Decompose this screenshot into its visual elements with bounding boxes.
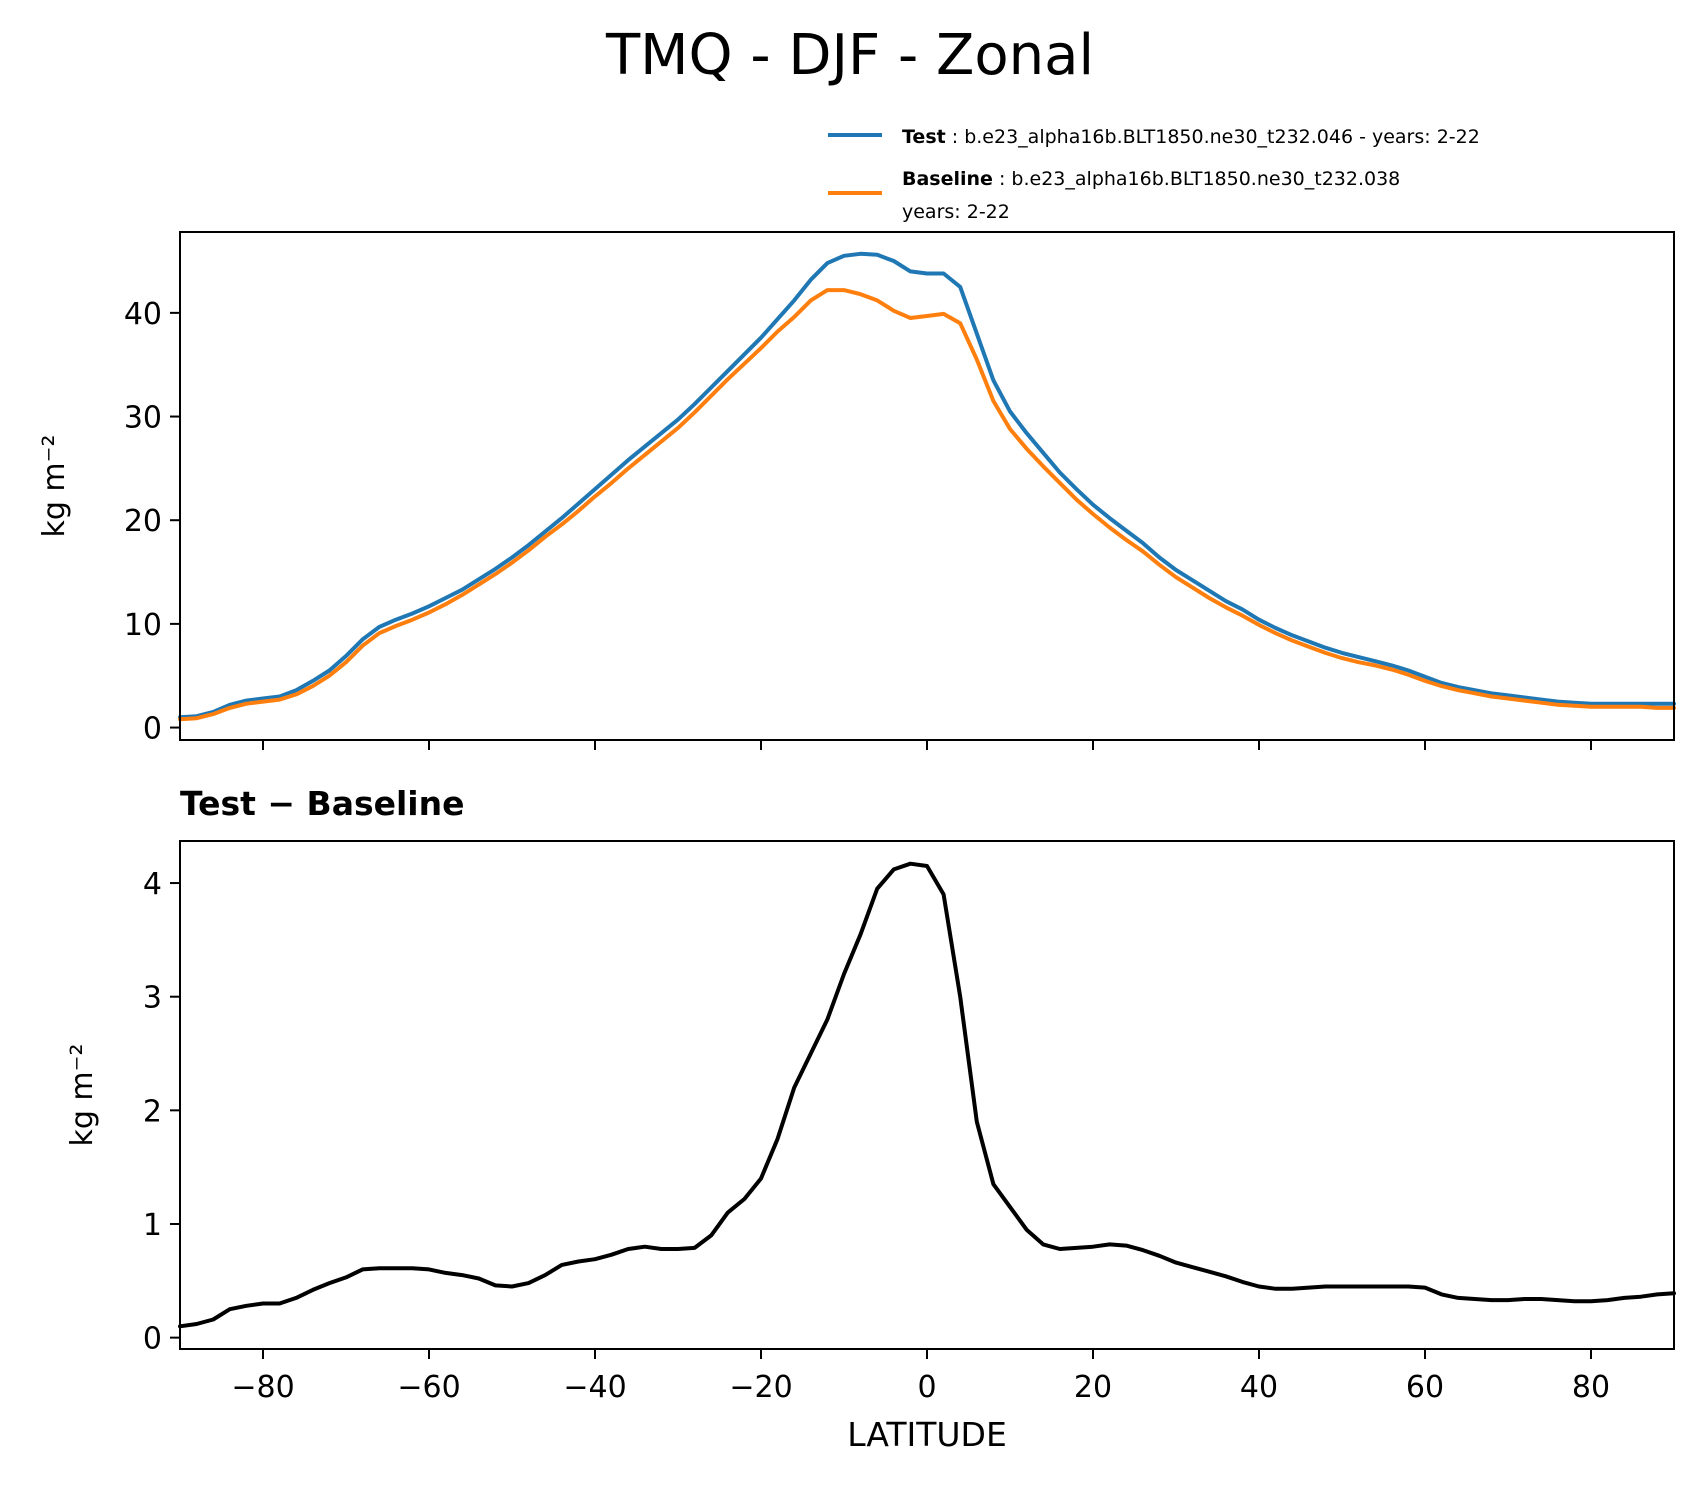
- bottom-ylabel: kg m⁻²: [65, 1043, 100, 1146]
- figure-title: TMQ - DJF - Zonal: [605, 23, 1094, 88]
- bottom-xtick-label: −40: [563, 1370, 626, 1405]
- legend-test-entry: Test : b.e23_alpha16b.BLT1850.ne30_t232.…: [902, 126, 1480, 148]
- top-ylabel: kg m⁻²: [37, 434, 72, 537]
- top-ytick-label: 40: [124, 297, 162, 332]
- bottom-xtick-label: −80: [231, 1370, 294, 1405]
- bottom-series-lines: [178, 861, 1676, 1329]
- bottom-ytick-label: 3: [143, 981, 162, 1016]
- legend-test-desc: : b.e23_alpha16b.BLT1850.ne30_t232.046 -…: [952, 126, 1480, 148]
- bottom-axis-ticks: −80 −60 −40 −20 0 20 40 60 80 0 1 2 3 4: [143, 867, 1610, 1405]
- top-ytick-label: 10: [124, 608, 162, 643]
- bottom-xtick-label: 80: [1572, 1370, 1610, 1405]
- legend-baseline-label: Baseline: [902, 168, 993, 190]
- bottom-ytick-label: 2: [143, 1094, 162, 1129]
- legend-baseline-entry: Baseline : b.e23_alpha16b.BLT1850.ne30_t…: [902, 168, 1400, 190]
- bottom-panel: Test − Baseline −80 −60 −40 −20 0 20 40 60 80 0 1 2…: [65, 784, 1676, 1454]
- top-series-baseline: [178, 288, 1676, 722]
- legend-baseline-desc2: years: 2-22: [902, 201, 1010, 223]
- top-ytick-label: 20: [124, 504, 162, 539]
- top-series-test: [178, 251, 1676, 720]
- bottom-xlabel: LATITUDE: [847, 1415, 1007, 1454]
- top-ytick-label: 0: [143, 712, 162, 747]
- bottom-panel-title: Test − Baseline: [180, 784, 465, 823]
- bottom-xtick-label: 60: [1406, 1370, 1444, 1405]
- bottom-xtick-label: −20: [729, 1370, 792, 1405]
- bottom-xtick-label: 0: [917, 1370, 936, 1405]
- top-axis-ticks: 0 10 20 30 40: [124, 297, 1592, 750]
- bottom-ytick-label: 1: [143, 1208, 162, 1243]
- legend-test-label: Test: [902, 126, 946, 148]
- bottom-xtick-label: 40: [1240, 1370, 1278, 1405]
- bottom-ytick-label: 4: [143, 867, 162, 902]
- top-panel: 0 10 20 30 40 kg m⁻²: [37, 231, 1676, 750]
- legend-baseline-desc: : b.e23_alpha16b.BLT1850.ne30_t232.038: [999, 168, 1400, 190]
- bottom-ytick-label: 0: [143, 1322, 162, 1357]
- bottom-series-test-baseline: [178, 861, 1676, 1329]
- top-series-lines: [178, 251, 1676, 722]
- bottom-xtick-label: 20: [1074, 1370, 1112, 1405]
- legend: Test : b.e23_alpha16b.BLT1850.ne30_t232.…: [828, 126, 1480, 223]
- top-axes-frame: [179, 231, 1675, 741]
- bottom-axes-frame: [179, 840, 1675, 1350]
- bottom-xtick-label: −60: [397, 1370, 460, 1405]
- top-ytick-label: 30: [124, 401, 162, 436]
